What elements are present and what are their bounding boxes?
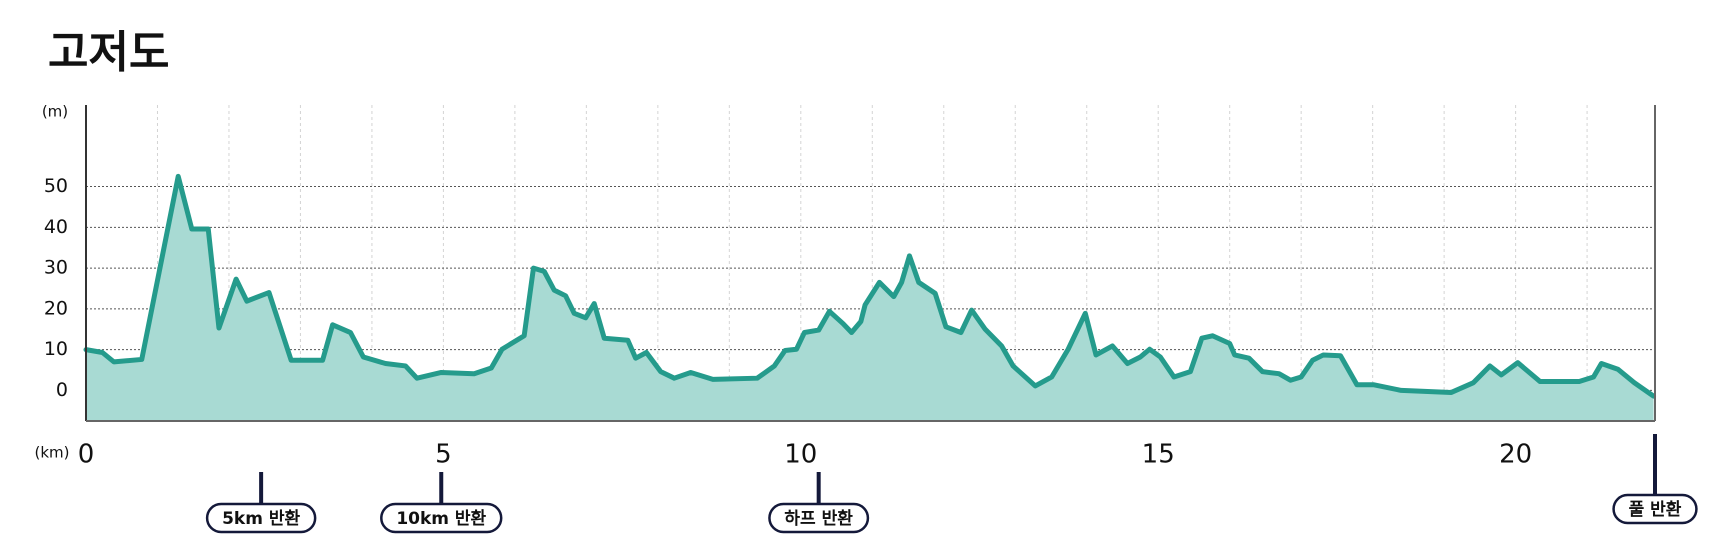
y-tick-label: 50 bbox=[44, 175, 68, 197]
chart-title: 고저도 bbox=[48, 27, 169, 78]
y-tick-label: 10 bbox=[44, 338, 68, 360]
marker-pill bbox=[1612, 493, 1698, 525]
x-tick-label: 0 bbox=[78, 440, 95, 470]
marker-pill bbox=[380, 502, 503, 534]
marker-label: 풀 반환 bbox=[1629, 500, 1682, 520]
x-tick-label: 15 bbox=[1142, 440, 1175, 470]
y-tick-label: 0 bbox=[56, 379, 68, 401]
x-axis-label: (km) bbox=[34, 444, 69, 462]
x-tick-label: 10 bbox=[784, 440, 817, 470]
marker-pill bbox=[768, 502, 870, 534]
y-tick-label: 20 bbox=[44, 297, 68, 319]
marker-pill bbox=[205, 502, 317, 534]
marker-label: 하프 반환 bbox=[784, 509, 853, 529]
y-axis-label: (m) bbox=[42, 103, 68, 121]
x-tick-label: 20 bbox=[1499, 440, 1532, 470]
marker-label: 5km 반환 bbox=[222, 509, 300, 529]
elevation-line bbox=[83, 173, 1657, 399]
marker-label: 10km 반환 bbox=[396, 509, 486, 529]
x-tick-label: 5 bbox=[435, 440, 452, 470]
y-tick-label: 30 bbox=[44, 257, 68, 279]
y-tick-label: 40 bbox=[44, 216, 68, 238]
